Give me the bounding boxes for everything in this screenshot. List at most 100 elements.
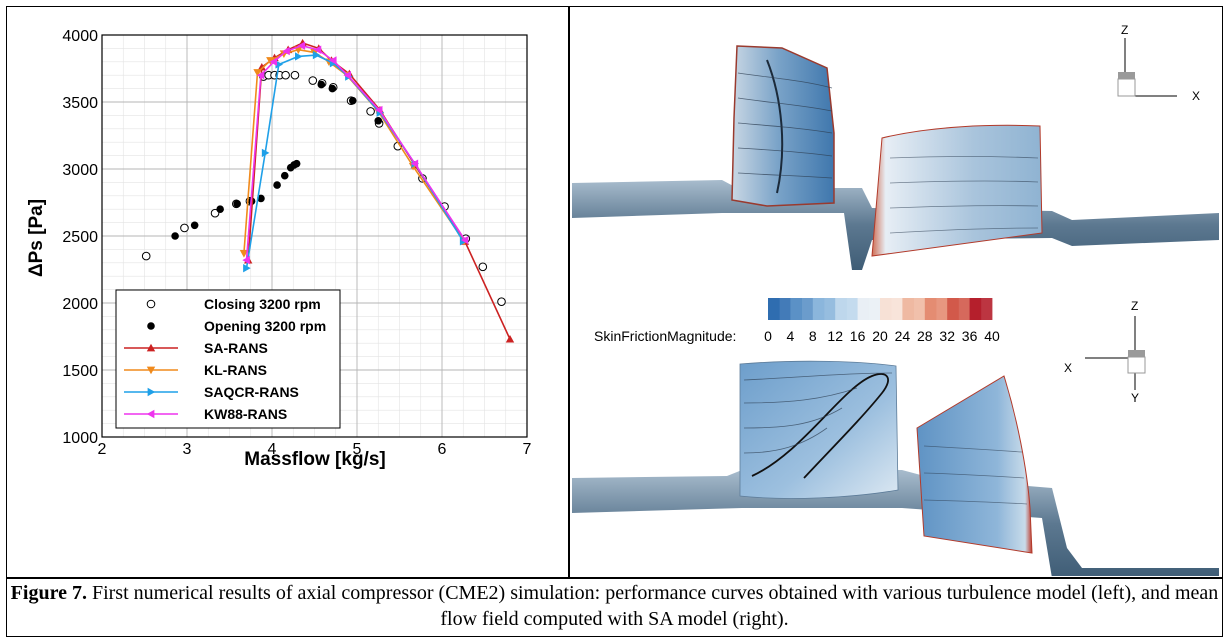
data-point (290, 70, 300, 80)
colorbar-label: SkinFrictionMagnitude: (594, 328, 736, 344)
axis-y-bottom: Y (1131, 391, 1139, 405)
legend-entry: Closing 3200 rpm (146, 296, 321, 312)
data-point (141, 251, 151, 261)
colorbar-tick-label: 8 (809, 328, 817, 344)
data-point (317, 80, 326, 89)
colorbar-swatch (768, 298, 780, 320)
y-tick-label: 1500 (62, 363, 98, 380)
colorbar-swatch (880, 298, 892, 320)
legend-box (115, 289, 341, 429)
figure-caption: Figure 7. First numerical results of axi… (6, 580, 1223, 632)
data-point (243, 263, 251, 273)
axis-z-top: Z (1121, 23, 1128, 37)
data-point (257, 194, 265, 203)
data-point (281, 70, 290, 80)
legend-label: Opening 3200 rpm (204, 318, 326, 334)
axis-x-top: X (1192, 89, 1200, 103)
caption-label: Figure 7. (10, 582, 87, 604)
chart-legend: Closing 3200 rpm Opening 3200 rpm SA-RANS K… (115, 289, 341, 429)
rotor-blade-bottom (916, 375, 1033, 554)
panel-divider (568, 6, 570, 578)
axes-indicator-bottom (1085, 316, 1146, 390)
data-point (261, 148, 270, 158)
legend-label: SA-RANS (204, 340, 268, 356)
data-point (297, 41, 306, 50)
data-point (256, 71, 265, 80)
stator-streamlines-bottom (743, 372, 893, 454)
series-layer (141, 38, 515, 343)
data-point (171, 232, 179, 240)
data-point (253, 69, 262, 77)
colorbar-tick-label: 28 (917, 328, 933, 344)
colorbar-tick-label: 24 (895, 328, 911, 344)
data-point (292, 159, 301, 168)
legend-label: SAQCR-RANS (204, 384, 299, 400)
performance-chart: 2 3 4 5 6 7 1000 1500 2000 2500 3000 3500 4000 Massf… (26, 28, 532, 470)
y-tick-label: 1000 (62, 430, 98, 447)
x-tick-label: 2 (98, 441, 107, 458)
colorbar-swatch (980, 298, 993, 320)
data-point (147, 322, 155, 330)
colorbar-swatch (812, 298, 825, 320)
colorbar-swatch (902, 298, 914, 320)
colorbar-swatch (779, 298, 791, 320)
colorbar-tick-label: 32 (939, 328, 955, 344)
colorbar-swatch (824, 298, 836, 320)
data-point (190, 221, 199, 230)
rotor-separation-line (766, 59, 784, 194)
plot-frame (101, 34, 528, 438)
colorbar-swatch (868, 298, 881, 320)
x-tick-label: 3 (183, 441, 192, 458)
data-point (180, 223, 189, 233)
colorbar-swatch (857, 298, 870, 320)
colorbar-swatch (924, 298, 937, 320)
colorbar-swatch (958, 298, 970, 320)
data-point (294, 52, 303, 61)
x-axis-label: Massflow [kg/s] (244, 449, 385, 470)
colorbar: SkinFrictionMagnitude: 0 4 8 12 16 20 24 28 32 36… (594, 298, 1000, 344)
x-tick-label: 6 (438, 441, 447, 458)
tick-labels: 2 3 4 5 6 7 1000 1500 2000 2500 3000 3500 4000 (62, 28, 531, 458)
legend-entry: KW88-RANS (124, 406, 287, 422)
data-point (374, 116, 383, 125)
data-point (273, 181, 281, 189)
hub-surface-bottom (572, 470, 1219, 576)
legend-label: Closing 3200 rpm (204, 296, 321, 312)
data-point (242, 255, 250, 265)
data-point (313, 45, 322, 54)
series-opening-3200-rpm (171, 80, 383, 240)
data-point (478, 262, 488, 272)
y-tick-label: 4000 (62, 28, 98, 45)
data-point (280, 171, 289, 180)
data-point (374, 105, 383, 115)
legend-entry: SAQCR-RANS (124, 384, 299, 400)
data-point (275, 60, 283, 69)
data-point (266, 57, 275, 65)
x-tick-label: 5 (353, 441, 362, 458)
stator-blade-top (871, 124, 1043, 257)
data-point (269, 57, 278, 66)
colorbar-swatch (913, 298, 926, 320)
y-tick-label: 2500 (62, 229, 98, 246)
colorbar-tick-label: 16 (850, 328, 866, 344)
axis-z-bottom: Z (1131, 299, 1138, 313)
colorbar-swatch (947, 298, 959, 320)
flow-field-figure: Z X SkinFrictionMagnitude: 0 4 8 12 16 20 24 28… (572, 23, 1219, 576)
legend-entry: Opening 3200 rpm (147, 318, 326, 334)
top-view: Z X (572, 23, 1219, 270)
x-tick-label: 4 (268, 441, 277, 458)
bottom-view: Z X Y (572, 299, 1219, 576)
colorbar-tick-label: 12 (827, 328, 843, 344)
data-point (146, 409, 155, 419)
rotor-streamlines-top (737, 72, 833, 179)
colorbar-tick-label: 40 (984, 328, 1000, 344)
colorbar-swatch (790, 298, 802, 320)
x-tick-label: 7 (523, 441, 532, 458)
data-point (348, 96, 357, 105)
stator-streamlines-top (889, 156, 1039, 234)
data-point (460, 235, 469, 245)
colorbar-swatch (969, 298, 982, 320)
y-tick-label: 3000 (62, 162, 98, 179)
stator-vortex-line (751, 373, 889, 479)
data-point (312, 50, 321, 60)
